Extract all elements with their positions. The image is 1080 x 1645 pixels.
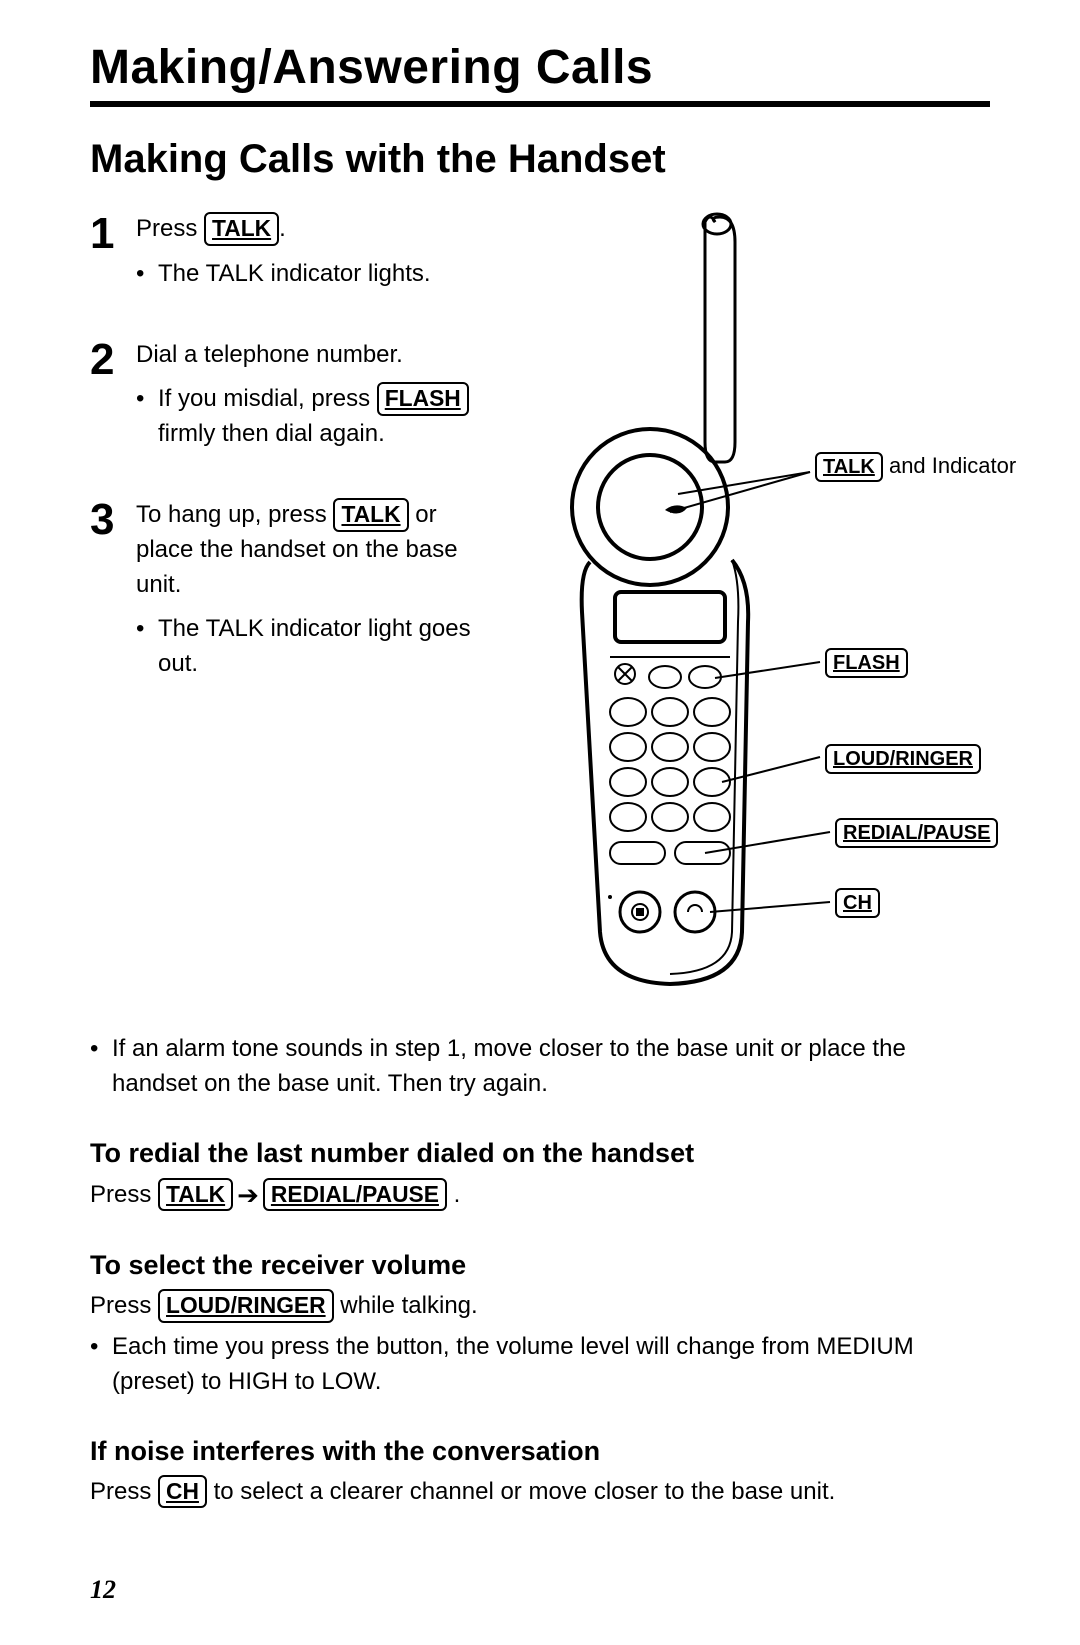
text: . (447, 1181, 460, 1208)
step-number: 3 (90, 498, 120, 688)
step-2: 2 Dial a telephone number. If you misdia… (90, 338, 490, 458)
section-heading: Making Calls with the Handset (90, 137, 990, 182)
step-body: Dial a telephone number. If you misdial,… (136, 338, 490, 458)
step-bullets: If you misdial, press FLASH firmly then … (136, 382, 490, 452)
step-body: Press TALK. The TALK indicator lights. (136, 212, 490, 298)
step-bullets: The TALK indicator light goes out. (136, 612, 490, 682)
step-text: To hang up, press (136, 501, 333, 528)
page-title: Making/Answering Calls (90, 40, 990, 95)
redial-instruction: Press TALK➔REDIAL/PAUSE . (90, 1177, 990, 1215)
illustration-column: TALK and Indicator FLASH LOUD/RINGER RED… (510, 212, 1030, 1002)
bullet-text: firmly then dial again. (158, 420, 385, 447)
step-bullets: The TALK indicator lights. (136, 257, 490, 292)
callout-loud: LOUD/RINGER (825, 744, 981, 774)
redial-key-label: REDIAL/PAUSE (835, 818, 998, 848)
volume-instruction: Press LOUD/RINGER while talking. (90, 1289, 990, 1324)
page-number: 12 (90, 1575, 116, 1605)
step-number: 2 (90, 338, 120, 458)
callout-flash: FLASH (825, 648, 908, 678)
bullet-item: If you misdial, press FLASH firmly then … (136, 382, 490, 452)
step-body: To hang up, press TALK or place the hand… (136, 498, 490, 688)
noise-heading: If noise interferes with the conversatio… (90, 1436, 990, 1467)
text: to select a clearer channel or move clos… (207, 1478, 835, 1505)
ch-key: CH (158, 1475, 207, 1509)
bullet-item: If an alarm tone sounds in step 1, move … (90, 1032, 990, 1102)
alarm-note: If an alarm tone sounds in step 1, move … (90, 1032, 990, 1102)
handset-illustration: TALK and Indicator FLASH LOUD/RINGER RED… (510, 212, 1030, 1002)
text: Press (90, 1292, 158, 1319)
manual-page: Making/Answering Calls Making Calls with… (0, 0, 1080, 1645)
step-text: Press (136, 215, 204, 242)
redial-heading: To redial the last number dialed on the … (90, 1138, 990, 1169)
flash-key: FLASH (377, 382, 469, 416)
step-3: 3 To hang up, press TALK or place the ha… (90, 498, 490, 688)
title-rule (90, 101, 990, 107)
arrow-icon: ➔ (237, 1177, 259, 1215)
callout-talk: TALK and Indicator (815, 452, 1016, 482)
volume-heading: To select the receiver volume (90, 1250, 990, 1281)
handset-svg (510, 212, 1030, 1002)
bullet-text: If you misdial, press (158, 385, 377, 412)
loud-ringer-key: LOUD/RINGER (158, 1289, 334, 1323)
redial-pause-key: REDIAL/PAUSE (263, 1178, 447, 1212)
talk-key: TALK (333, 498, 408, 532)
talk-key: TALK (158, 1178, 233, 1212)
callout-text: and Indicator (883, 453, 1016, 478)
text: while talking. (334, 1292, 478, 1319)
callout-ch: CH (835, 888, 880, 918)
callout-redial: REDIAL/PAUSE (835, 818, 998, 848)
bullet-item: Each time you press the button, the volu… (90, 1330, 990, 1400)
noise-instruction: Press CH to select a clearer channel or … (90, 1475, 990, 1510)
volume-note: Each time you press the button, the volu… (90, 1330, 990, 1400)
text: Press (90, 1478, 158, 1505)
text: Press (90, 1181, 158, 1208)
flash-key-label: FLASH (825, 648, 908, 678)
step-text: . (279, 215, 286, 242)
two-column-layout: 1 Press TALK. The TALK indicator lights.… (90, 212, 990, 1002)
ch-key-label: CH (835, 888, 880, 918)
steps-column: 1 Press TALK. The TALK indicator lights.… (90, 212, 490, 1002)
step-text: Dial a telephone number. (136, 341, 403, 368)
talk-key-label: TALK (815, 452, 883, 482)
step-number: 1 (90, 212, 120, 298)
bullet-item: The TALK indicator light goes out. (136, 612, 490, 682)
loud-key-label: LOUD/RINGER (825, 744, 981, 774)
bullet-item: The TALK indicator lights. (136, 257, 490, 292)
talk-key: TALK (204, 212, 279, 246)
step-1: 1 Press TALK. The TALK indicator lights. (90, 212, 490, 298)
